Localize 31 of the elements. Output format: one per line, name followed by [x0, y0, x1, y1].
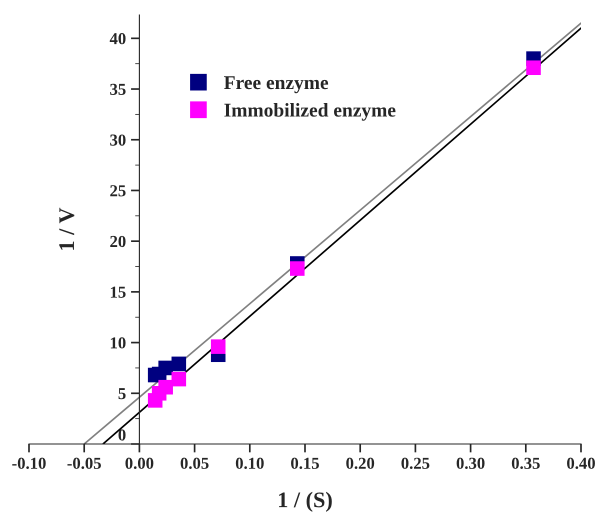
x-tick-label: -0.10: [12, 458, 46, 469]
x-tick-label: 0.20: [346, 458, 374, 469]
x-axis-title: 1 / (S): [279, 492, 332, 512]
y-tick-label: 15: [110, 286, 126, 298]
y-tick-label: 40: [110, 33, 126, 44]
x-tick-label: 0.05: [180, 458, 209, 469]
point: [158, 360, 173, 376]
y-tick-label: 25: [110, 185, 126, 196]
point: [290, 261, 305, 276]
x-tick-label: 0.00: [125, 458, 154, 469]
x-tick-label: -0.05: [67, 458, 101, 469]
point: [172, 372, 186, 386]
point: [210, 339, 226, 354]
legend-label: Immobilized enzyme: [224, 103, 396, 121]
y-tick-label: 35: [110, 84, 126, 95]
point: [172, 356, 186, 372]
y-tick-label: 10: [110, 337, 126, 349]
x-tick-label: 0.30: [456, 458, 485, 469]
x-tick-label: 0.25: [401, 458, 430, 469]
y-tick-label: 30: [110, 134, 126, 146]
point: [526, 60, 541, 76]
x-tick-label: 0.35: [512, 458, 540, 469]
y-tick-label: 5: [118, 388, 126, 400]
legend-label: Free enzyme: [224, 76, 328, 94]
x-tick-label: 0.10: [236, 458, 264, 469]
x-tick-label: 0.15: [291, 458, 319, 469]
point: [158, 380, 173, 394]
y-tick-label: 20: [110, 236, 126, 248]
x-tick-label: 0.40: [567, 458, 595, 469]
y-axis-title: 1 / V: [59, 208, 74, 250]
y-tick-label: 0: [118, 429, 126, 441]
